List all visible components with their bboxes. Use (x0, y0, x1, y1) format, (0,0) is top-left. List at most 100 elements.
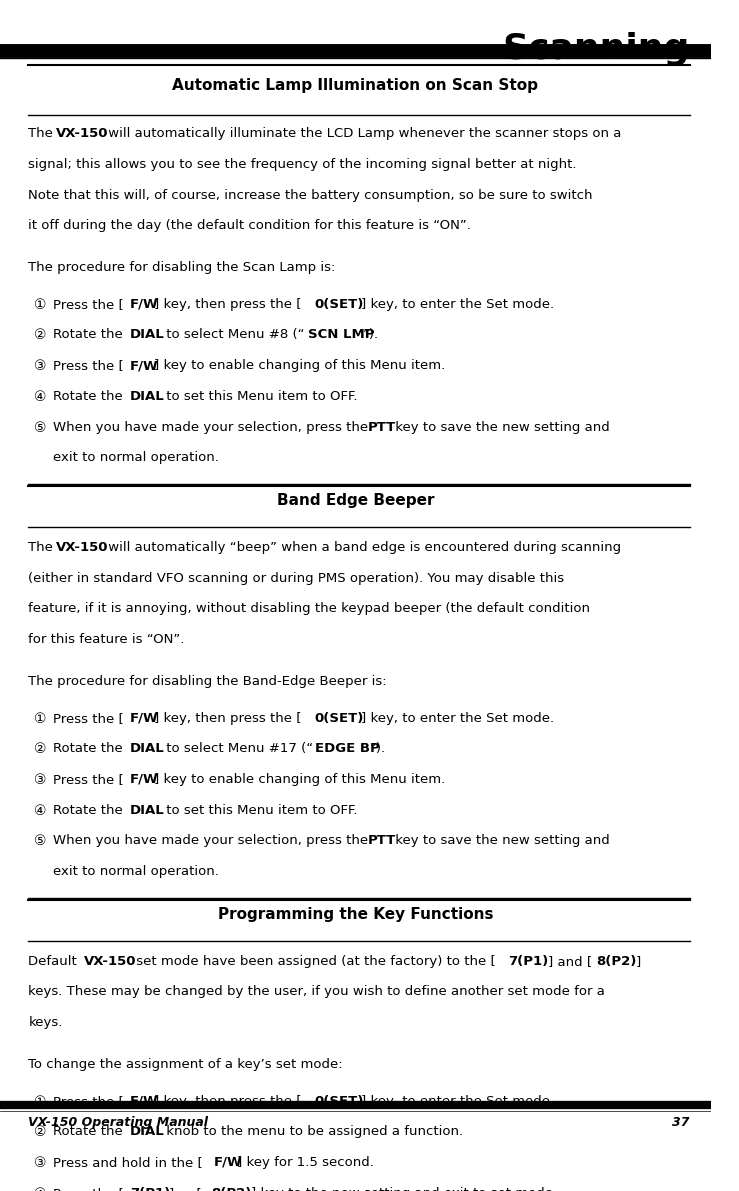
Text: 8(P2): 8(P2) (596, 955, 637, 968)
Text: DIAL: DIAL (130, 389, 165, 403)
Text: exit to normal operation.: exit to normal operation. (53, 865, 219, 878)
Text: ] key, to enter the Set mode.: ] key, to enter the Set mode. (361, 711, 555, 724)
Text: DIAL: DIAL (130, 1125, 165, 1139)
Text: 8(P2): 8(P2) (211, 1186, 252, 1191)
Text: The procedure for disabling the Scan Lamp is:: The procedure for disabling the Scan Lam… (28, 262, 336, 274)
Text: F/W: F/W (130, 298, 159, 311)
Text: Press the [: Press the [ (53, 1095, 124, 1108)
Text: key to save the new setting and: key to save the new setting and (391, 420, 610, 434)
Text: ] key to the new setting and exit to set mode.: ] key to the new setting and exit to set… (251, 1186, 556, 1191)
Text: ] key, then press the [: ] key, then press the [ (154, 298, 302, 311)
Text: to set this Menu item to OFF.: to set this Menu item to OFF. (162, 804, 357, 817)
Text: Press the [: Press the [ (53, 298, 124, 311)
Text: ③: ③ (34, 773, 47, 787)
Text: ④: ④ (34, 389, 47, 404)
Text: ③: ③ (34, 360, 47, 373)
Text: F/W: F/W (130, 360, 159, 372)
Text: for this feature is “ON”.: for this feature is “ON”. (28, 634, 185, 646)
Text: SCN LMP: SCN LMP (308, 329, 375, 342)
Text: Scanning: Scanning (503, 32, 689, 66)
Text: exit to normal operation.: exit to normal operation. (53, 451, 219, 464)
Text: ] key, to enter the Set mode.: ] key, to enter the Set mode. (361, 1095, 555, 1108)
Text: PTT: PTT (367, 835, 395, 847)
Text: ①: ① (34, 711, 47, 725)
Text: ] key to enable changing of this Menu item.: ] key to enable changing of this Menu it… (154, 773, 445, 786)
Text: feature, if it is annoying, without disabling the keypad beeper (the default con: feature, if it is annoying, without disa… (28, 603, 590, 616)
Text: ②: ② (34, 329, 47, 343)
Text: ②: ② (34, 742, 47, 756)
Text: ①: ① (34, 1095, 47, 1109)
Text: key to save the new setting and: key to save the new setting and (391, 835, 610, 847)
Text: Press and hold in the [: Press and hold in the [ (53, 1156, 203, 1170)
Text: DIAL: DIAL (130, 742, 165, 755)
Text: ⑤: ⑤ (34, 835, 47, 848)
Text: Rotate the: Rotate the (53, 804, 127, 817)
Text: EDGE BP: EDGE BP (315, 742, 380, 755)
Text: VX-150: VX-150 (56, 541, 109, 554)
Text: 0(SET): 0(SET) (314, 1095, 364, 1108)
Text: will automatically “beep” when a band edge is encountered during scanning: will automatically “beep” when a band ed… (103, 541, 621, 554)
Text: keys.: keys. (28, 1016, 63, 1029)
Text: Press the [: Press the [ (53, 773, 124, 786)
Text: ] key, then press the [: ] key, then press the [ (154, 711, 302, 724)
Text: (either in standard VFO scanning or during PMS operation). You may disable this: (either in standard VFO scanning or duri… (28, 572, 565, 585)
Text: 7(P1): 7(P1) (508, 955, 549, 968)
Text: ] key for 1.5 second.: ] key for 1.5 second. (237, 1156, 375, 1170)
Text: signal; this allows you to see the frequency of the incoming signal better at ni: signal; this allows you to see the frequ… (28, 158, 577, 172)
Text: Rotate the: Rotate the (53, 389, 127, 403)
Text: The: The (28, 127, 58, 141)
Text: F/W: F/W (214, 1156, 242, 1170)
Text: To change the assignment of a key’s set mode:: To change the assignment of a key’s set … (28, 1059, 343, 1071)
Text: VX-150: VX-150 (84, 955, 137, 968)
Text: Press the [: Press the [ (53, 360, 124, 372)
Text: ]: ] (636, 955, 641, 968)
Text: Rotate the: Rotate the (53, 329, 127, 342)
Text: Automatic Lamp Illumination on Scan Stop: Automatic Lamp Illumination on Scan Stop (172, 79, 539, 93)
Text: 0(SET): 0(SET) (314, 298, 364, 311)
Text: ③: ③ (34, 1156, 47, 1170)
Text: The procedure for disabling the Band-Edge Beeper is:: The procedure for disabling the Band-Edg… (28, 675, 387, 688)
Text: ”).: ”). (370, 742, 386, 755)
Text: set mode have been assigned (at the factory) to the [: set mode have been assigned (at the fact… (132, 955, 495, 968)
Text: Rotate the: Rotate the (53, 742, 127, 755)
Text: ] key, to enter the Set mode.: ] key, to enter the Set mode. (361, 298, 555, 311)
Text: Press the [: Press the [ (53, 1186, 124, 1191)
Text: ④: ④ (34, 1186, 47, 1191)
Text: 7(P1): 7(P1) (130, 1186, 171, 1191)
Text: ] or [: ] or [ (169, 1186, 202, 1191)
Text: PTT: PTT (367, 420, 395, 434)
Text: ”).: ”). (364, 329, 379, 342)
Text: ①: ① (34, 298, 47, 312)
Text: Press the [: Press the [ (53, 711, 124, 724)
Text: Note that this will, of course, increase the battery consumption, so be sure to : Note that this will, of course, increase… (28, 188, 593, 201)
Text: to select Menu #8 (“: to select Menu #8 (“ (162, 329, 304, 342)
Text: knob to the menu to be assigned a function.: knob to the menu to be assigned a functi… (162, 1125, 463, 1139)
Text: VX-150: VX-150 (56, 127, 109, 141)
Text: ] key to enable changing of this Menu item.: ] key to enable changing of this Menu it… (154, 360, 445, 372)
Text: DIAL: DIAL (130, 804, 165, 817)
Text: When you have made your selection, press the: When you have made your selection, press… (53, 835, 372, 847)
Text: 37: 37 (672, 1116, 689, 1129)
Text: VX-150 Operating Manual: VX-150 Operating Manual (28, 1116, 208, 1129)
Text: 0(SET): 0(SET) (314, 711, 364, 724)
Text: will automatically illuminate the LCD Lamp whenever the scanner stops on a: will automatically illuminate the LCD La… (103, 127, 621, 141)
Text: Rotate the: Rotate the (53, 1125, 127, 1139)
Text: F/W: F/W (130, 773, 159, 786)
Text: to select Menu #17 (“: to select Menu #17 (“ (162, 742, 313, 755)
Text: Default: Default (28, 955, 81, 968)
Text: Band Edge Beeper: Band Edge Beeper (276, 493, 435, 509)
Text: ②: ② (34, 1125, 47, 1140)
Text: ] and [: ] and [ (548, 955, 592, 968)
Text: DIAL: DIAL (130, 329, 165, 342)
Text: to set this Menu item to OFF.: to set this Menu item to OFF. (162, 389, 357, 403)
Text: it off during the day (the default condition for this feature is “ON”.: it off during the day (the default condi… (28, 219, 471, 232)
Text: Programming the Key Functions: Programming the Key Functions (218, 908, 493, 922)
Text: ⑤: ⑤ (34, 420, 47, 435)
Text: F/W: F/W (130, 1095, 159, 1108)
Text: F/W: F/W (130, 711, 159, 724)
Text: ④: ④ (34, 804, 47, 817)
Text: When you have made your selection, press the: When you have made your selection, press… (53, 420, 372, 434)
Text: ] key, then press the [: ] key, then press the [ (154, 1095, 302, 1108)
Text: The: The (28, 541, 58, 554)
Text: keys. These may be changed by the user, if you wish to define another set mode f: keys. These may be changed by the user, … (28, 985, 605, 998)
